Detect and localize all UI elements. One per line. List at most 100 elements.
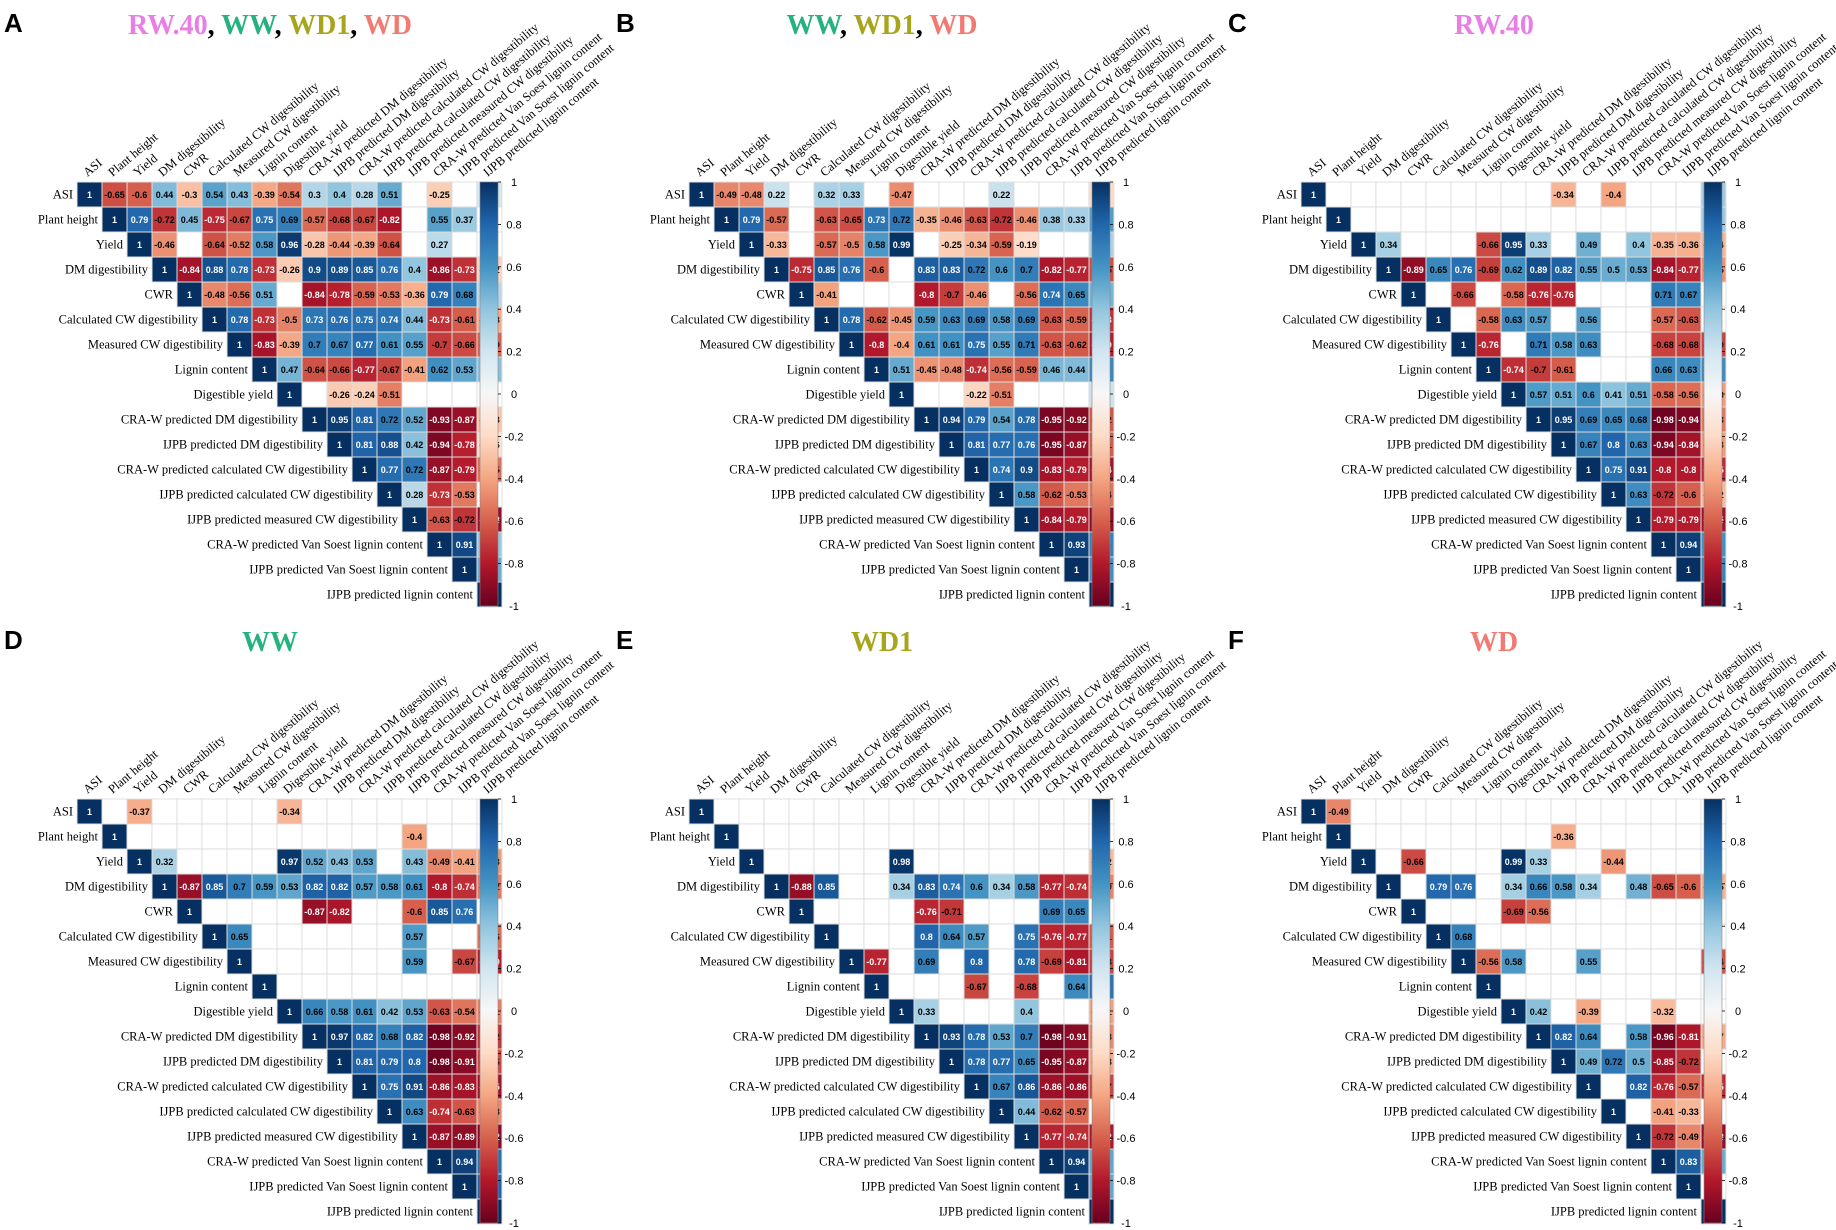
heatmap-cell — [1601, 382, 1626, 407]
cell-value: 0.54 — [206, 190, 224, 200]
heatmap-cell — [1676, 1024, 1701, 1049]
diagonal-value: 1 — [87, 807, 92, 817]
heatmap-cell — [1014, 1024, 1039, 1049]
cell-value: -0.6 — [1681, 882, 1697, 892]
diagonal-cell — [964, 457, 989, 482]
heatmap-cell — [327, 1024, 352, 1049]
heatmap-cell — [402, 1049, 427, 1074]
diagonal-cell — [377, 482, 402, 507]
cell-value: 0.93 — [1068, 540, 1086, 550]
heatmap-cell — [327, 332, 352, 357]
cell-value: -0.62 — [866, 315, 887, 325]
diagonal-value: 1 — [1511, 390, 1516, 400]
colorbar-tick-label: -1 — [509, 1218, 519, 1230]
heatmap-cell — [352, 407, 377, 432]
row-label: CRA-W predicted DM digestibility — [121, 1030, 299, 1044]
cell-value: -0.32 — [1653, 1007, 1674, 1017]
row-label: Measured CW digestibility — [88, 955, 224, 969]
heatmap-cell — [1676, 1049, 1701, 1074]
colorbar-tick-label: 0.8 — [506, 219, 521, 231]
cell-value: 0.53 — [406, 1007, 424, 1017]
cell-value: 0.95 — [331, 415, 349, 425]
cell-value: -0.59 — [1016, 365, 1037, 375]
row-label: IJPB predicted DM digestibility — [163, 1055, 324, 1069]
cell-value: 0.52 — [306, 857, 324, 867]
row-label: Yield — [1320, 855, 1348, 869]
diagonal-value: 1 — [724, 832, 729, 842]
colorbar-tick-label: -0.4 — [1117, 1091, 1136, 1103]
heatmap-cell — [252, 257, 277, 282]
cell-value: 0.75 — [968, 340, 986, 350]
cell-value: -0.91 — [1066, 1032, 1087, 1042]
cell-value: 0.72 — [1605, 1057, 1623, 1067]
heatmap-cell — [1576, 949, 1601, 974]
row-label: CRA-W predicted calculated CW digestibil… — [117, 1080, 348, 1094]
diagonal-value: 1 — [237, 957, 242, 967]
row-label: IJPB predicted calculated CW digestibili… — [1383, 488, 1597, 502]
cell-value: 0.53 — [281, 882, 299, 892]
row-label: Calculated CW digestibility — [1283, 313, 1423, 327]
cell-value: -0.87 — [179, 882, 200, 892]
cell-value: -0.44 — [1603, 857, 1624, 867]
colorbar-tick-label: 0.6 — [1118, 879, 1133, 891]
row-label: IJPB predicted measured CW digestibility — [187, 513, 399, 527]
heatmap-cell — [1651, 1099, 1676, 1124]
diagonal-value: 1 — [1636, 1132, 1641, 1142]
heatmap-cell — [914, 207, 939, 232]
cell-value: 0.76 — [1455, 882, 1473, 892]
cell-value: 0.94 — [1068, 1157, 1086, 1167]
cell-value: -0.68 — [329, 215, 350, 225]
colorbar-tick-label: -1 — [1733, 1218, 1743, 1230]
cell-value: 0.95 — [1505, 240, 1523, 250]
heatmap-cell — [1014, 207, 1039, 232]
heatmap-cell — [989, 207, 1014, 232]
diagonal-cell — [989, 1099, 1014, 1124]
diagonal-value: 1 — [1686, 565, 1691, 575]
cell-value: 0.91 — [456, 540, 474, 550]
row-label: CRA-W predicted calculated CW digestibil… — [729, 463, 960, 477]
row-label: IJPB predicted Van Soest lignin content — [861, 563, 1060, 577]
row-label: Calculated CW digestibility — [59, 313, 199, 327]
heatmap-cell — [1064, 949, 1089, 974]
heatmap-cell — [739, 182, 764, 207]
cell-value: 0.55 — [1580, 265, 1598, 275]
cell-value: -0.34 — [1553, 190, 1574, 200]
colorbar-tick-label: -0.6 — [505, 1133, 524, 1145]
cell-value: 0.33 — [843, 190, 861, 200]
diagonal-value: 1 — [87, 190, 92, 200]
cell-value: -0.35 — [1653, 240, 1674, 250]
cell-value: 0.22 — [768, 190, 786, 200]
cell-value: -0.48 — [941, 365, 962, 375]
row-label: IJPB predicted calculated CW digestibili… — [159, 488, 373, 502]
row-label: IJPB predicted DM digestibility — [775, 1055, 936, 1069]
heatmap-cell — [1676, 874, 1701, 899]
heatmap-cell — [452, 507, 477, 532]
cell-value: 0.81 — [968, 440, 986, 450]
cell-value: -0.54 — [279, 190, 300, 200]
cell-value: 0.63 — [1630, 490, 1648, 500]
row-label: IJPB predicted measured CW digestibility — [799, 1130, 1011, 1144]
heatmap-cell — [277, 874, 302, 899]
heatmap-cell — [1064, 1099, 1089, 1124]
colorbar-tick-label: -0.2 — [1117, 431, 1136, 443]
cell-value: 0.74 — [993, 465, 1011, 475]
cell-value: 0.51 — [1630, 390, 1648, 400]
diagonal-cell — [102, 207, 127, 232]
heatmap-cell — [452, 532, 477, 557]
row-label: IJPB predicted Van Soest lignin content — [1473, 1180, 1672, 1194]
cell-value: -0.45 — [891, 315, 912, 325]
colorbar-tick-label: 0.4 — [506, 921, 521, 933]
cell-value: 0.85 — [206, 882, 224, 892]
heatmap-cell — [402, 407, 427, 432]
heatmap-cell — [789, 874, 814, 899]
diagonal-cell — [177, 899, 202, 924]
heatmap-cell — [889, 332, 914, 357]
diagonal-value: 1 — [287, 1007, 292, 1017]
heatmap-cell — [427, 307, 452, 332]
cell-value: 0.43 — [331, 857, 349, 867]
heatmap-cell — [1526, 382, 1551, 407]
heatmap-cell — [302, 307, 327, 332]
cell-value: -0.95 — [1041, 440, 1062, 450]
cell-value: 0.58 — [1018, 490, 1036, 500]
cell-value: -0.92 — [454, 1032, 475, 1042]
